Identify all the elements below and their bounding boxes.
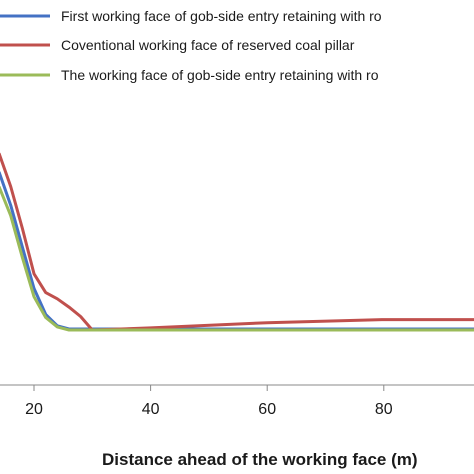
x-tick-label: 40 [142,401,160,418]
legend-label-1: First working face of gob-side entry ret… [61,8,382,24]
series-line-2 [0,152,474,332]
series-layer [0,152,474,332]
x-ticks: 20 40 60 80 [25,385,393,418]
series-line-3 [0,185,474,332]
x-axis-title: Distance ahead of the working face (m) [102,450,418,469]
x-tick-label: 20 [25,401,43,418]
x-tick-label: 80 [375,401,393,418]
series-line-1 [0,171,474,331]
x-tick-label: 60 [258,401,276,418]
legend-label-2: Coventional working face of reserved coa… [61,37,355,53]
legend: First working face of gob-side entry ret… [0,8,382,83]
legend-label-3: The working face of gob-side entry retai… [61,67,379,83]
